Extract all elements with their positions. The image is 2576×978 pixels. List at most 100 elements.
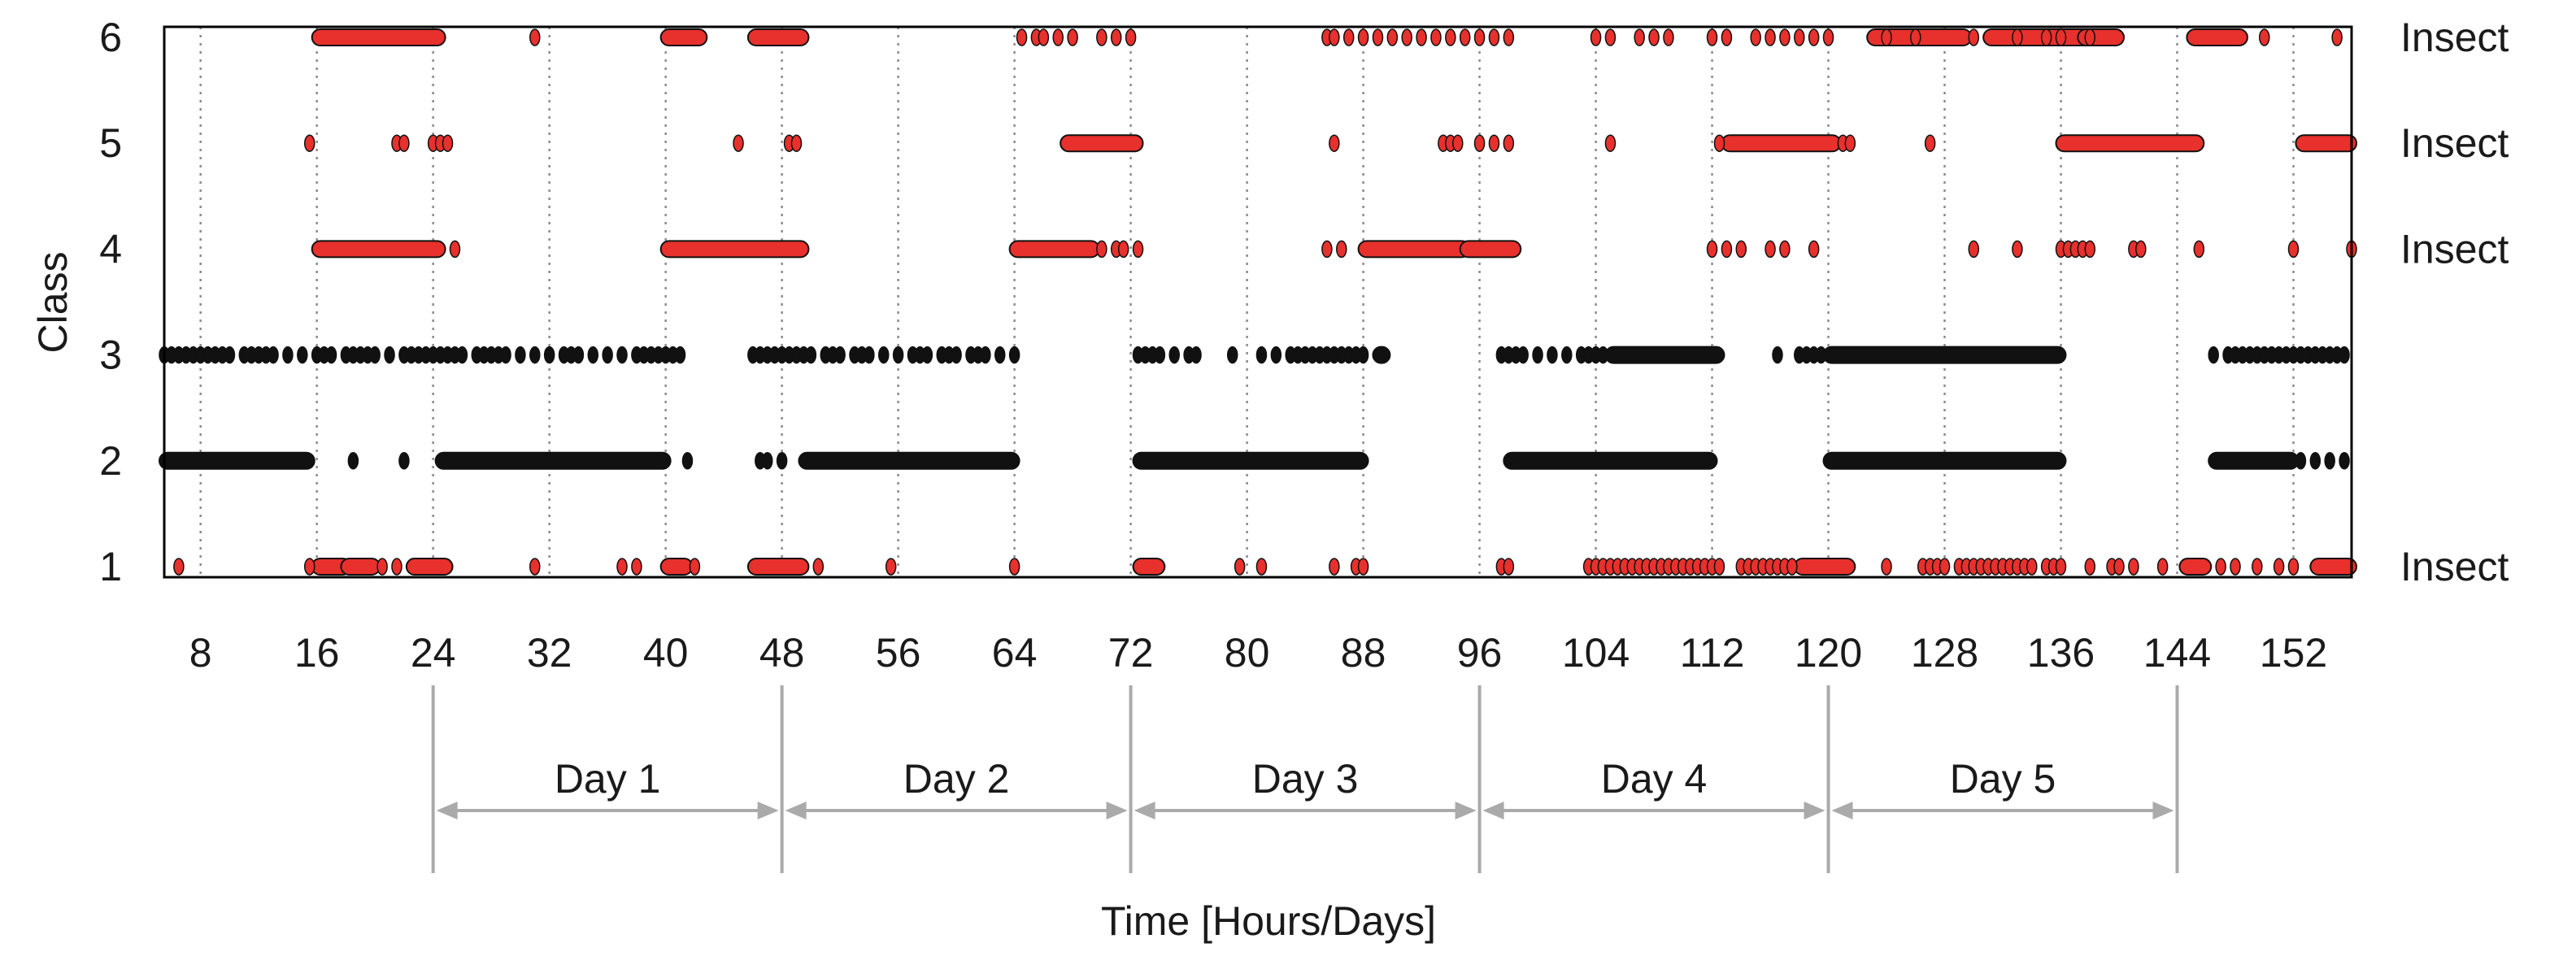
point-class-5-6 bbox=[733, 134, 744, 152]
point-class-5-14 bbox=[1488, 134, 1500, 152]
point-class-1-64 bbox=[2084, 558, 2096, 576]
point-class-6-19 bbox=[1459, 28, 1471, 46]
point-class-6-5 bbox=[1067, 28, 1078, 46]
point-class-6-42 bbox=[2084, 28, 2096, 46]
point-class-1-70 bbox=[2230, 558, 2241, 576]
segment-class-1-5 bbox=[1132, 557, 1166, 576]
point-class-4-19 bbox=[2084, 240, 2096, 259]
day-label-2: Day 2 bbox=[903, 756, 1010, 802]
x-tick-label-96: 96 bbox=[1457, 630, 1503, 676]
point-class-4-9 bbox=[1735, 240, 1747, 259]
point-class-3-71 bbox=[878, 346, 890, 364]
point-class-1-73 bbox=[2287, 558, 2300, 576]
point-class-1-67 bbox=[2128, 558, 2139, 576]
x-tick-label-128: 128 bbox=[1911, 630, 1978, 676]
point-class-1-44 bbox=[1786, 558, 1798, 576]
x-tick-label-16: 16 bbox=[294, 630, 340, 676]
point-class-3-24 bbox=[369, 346, 381, 364]
point-class-4-8 bbox=[1721, 240, 1733, 259]
arrowhead-left-icon bbox=[785, 802, 807, 819]
day-label-1: Day 1 bbox=[555, 756, 661, 802]
segment-class-6-5 bbox=[2186, 28, 2248, 47]
point-class-6-0 bbox=[529, 28, 541, 46]
point-class-1-8 bbox=[812, 558, 825, 576]
point-class-1-1 bbox=[303, 558, 315, 576]
x-tick-label-56: 56 bbox=[876, 630, 921, 676]
segment-class-1-8 bbox=[2309, 557, 2358, 576]
x-tick-label-104: 104 bbox=[1562, 630, 1630, 676]
point-class-3-88 bbox=[1168, 346, 1180, 364]
segment-class-3-1 bbox=[1822, 346, 2067, 364]
segment-class-2-3 bbox=[1132, 451, 1369, 470]
point-class-2-6 bbox=[2295, 452, 2307, 470]
point-class-6-13 bbox=[1372, 28, 1384, 46]
point-class-6-40 bbox=[2040, 28, 2052, 46]
x-tick-label-64: 64 bbox=[992, 630, 1038, 676]
gridlines bbox=[199, 27, 2295, 577]
point-class-4-3 bbox=[1117, 240, 1129, 259]
point-class-1-5 bbox=[616, 558, 628, 576]
point-class-3-42 bbox=[543, 346, 555, 364]
segment-class-1-6 bbox=[1793, 557, 1856, 576]
series-class-5 bbox=[303, 134, 2358, 153]
point-class-1-9 bbox=[885, 558, 897, 576]
point-class-1-13 bbox=[1329, 558, 1340, 576]
point-class-1-3 bbox=[391, 558, 402, 576]
point-class-6-20 bbox=[1473, 28, 1486, 46]
point-class-2-4 bbox=[762, 452, 773, 470]
point-class-6-34 bbox=[1808, 28, 1820, 46]
point-class-6-23 bbox=[1590, 28, 1602, 46]
point-class-4-4 bbox=[1132, 240, 1144, 259]
point-class-1-7 bbox=[689, 558, 701, 576]
point-class-3-41 bbox=[529, 346, 541, 364]
day-label-5: Day 5 bbox=[1950, 756, 2056, 802]
point-class-6-8 bbox=[1125, 28, 1137, 46]
point-class-3-115 bbox=[1597, 346, 1609, 364]
point-class-1-4 bbox=[529, 558, 541, 576]
segment-class-6-1 bbox=[659, 28, 708, 47]
point-class-6-35 bbox=[1822, 28, 1834, 46]
point-class-6-15 bbox=[1401, 28, 1412, 46]
point-class-3-93 bbox=[1270, 346, 1282, 364]
point-class-6-18 bbox=[1445, 28, 1456, 46]
point-class-3-92 bbox=[1255, 346, 1268, 364]
x-tick-label-88: 88 bbox=[1341, 630, 1386, 676]
point-class-2-7 bbox=[2309, 452, 2321, 470]
segment-class-2-0 bbox=[159, 451, 315, 470]
arrowhead-left-icon bbox=[1134, 802, 1155, 819]
point-class-6-44 bbox=[2331, 28, 2343, 46]
y-axis-title: Class bbox=[30, 251, 76, 353]
point-class-6-25 bbox=[1634, 28, 1645, 46]
y-tick-label-6: 6 bbox=[99, 15, 122, 60]
point-class-6-11 bbox=[1342, 28, 1355, 46]
point-class-3-70 bbox=[864, 346, 875, 364]
point-class-6-21 bbox=[1488, 28, 1500, 46]
segment-class-5-3 bbox=[2295, 134, 2358, 153]
point-class-4-0 bbox=[449, 240, 461, 259]
class-side-labels: Insect Insect Insect Insect bbox=[2400, 15, 2509, 589]
point-class-3-108 bbox=[1517, 346, 1529, 364]
point-class-3-121 bbox=[2208, 346, 2219, 364]
arrowhead-right-icon bbox=[1455, 802, 1477, 819]
x-tick-label-40: 40 bbox=[643, 630, 689, 676]
point-class-3-9 bbox=[224, 346, 236, 364]
segment-class-1-4 bbox=[746, 557, 810, 576]
point-class-3-46 bbox=[587, 346, 599, 364]
point-class-3-138 bbox=[2339, 346, 2350, 364]
point-class-2-5 bbox=[776, 452, 788, 470]
arrowhead-right-icon bbox=[1106, 802, 1128, 819]
point-class-6-37 bbox=[1910, 28, 1921, 46]
y-tick-label-4: 4 bbox=[99, 226, 122, 272]
point-class-6-26 bbox=[1648, 28, 1660, 46]
side-label-class-1: Insect bbox=[2400, 544, 2509, 589]
series-class-1 bbox=[173, 557, 2358, 576]
point-class-3-67 bbox=[834, 346, 846, 364]
point-class-6-1 bbox=[1016, 28, 1028, 46]
point-class-6-33 bbox=[1794, 28, 1805, 46]
plot-frame bbox=[163, 25, 2353, 579]
point-class-2-9 bbox=[2339, 452, 2350, 470]
segment-class-4-1 bbox=[659, 240, 810, 259]
segment-class-2-5 bbox=[1822, 451, 2067, 470]
point-class-3-55 bbox=[674, 346, 686, 364]
side-label-class-5: Insect bbox=[2400, 120, 2509, 166]
